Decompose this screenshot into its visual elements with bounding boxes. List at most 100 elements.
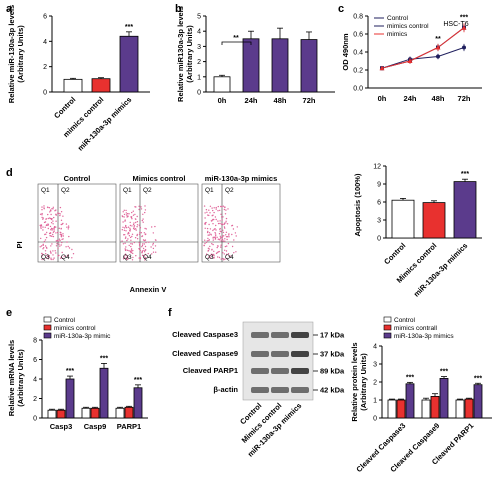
panel-f-ytick-label: 0 (373, 416, 377, 423)
flow-event-dot (129, 228, 131, 231)
flow-event-dot (203, 205, 206, 207)
flow-event-dot (220, 246, 222, 248)
panel-c-point (379, 65, 385, 71)
panel-e-legend-label: Control (54, 317, 76, 324)
flow-event-dot (45, 256, 48, 259)
flow-event-dot (142, 247, 145, 250)
flow-event-dot (225, 236, 228, 238)
panel-c-significance: ** (435, 36, 441, 43)
flow-quadrant-label: Q2 (61, 187, 70, 194)
flow-event-dot (138, 224, 141, 226)
panel-c-significance: *** (460, 15, 468, 22)
flow-event-dot (225, 250, 228, 252)
panel-label-e: e (6, 307, 12, 319)
flow-event-dot (220, 244, 222, 246)
panel-e-bar (47, 409, 57, 419)
flow-event-dot (62, 235, 64, 237)
flow-event-dot (59, 257, 62, 259)
flow-event-dot (214, 237, 217, 240)
flow-event-dot (48, 207, 51, 209)
flow-event-dot (131, 233, 134, 235)
panel-a-significance: *** (125, 24, 133, 31)
flow-event-dot (67, 225, 70, 227)
flow-event-dot (203, 244, 205, 247)
panel-label-f: f (168, 307, 172, 319)
panel-a-ytick-label: 2 (43, 64, 47, 71)
flow-event-dot (56, 231, 59, 234)
flow-event-dot (50, 258, 52, 261)
panel-e-ylabel-line: (Arbitrary Units) (16, 349, 25, 407)
flow-event-dot (58, 212, 60, 215)
flow-event-dot (224, 258, 226, 260)
flow-event-dot (134, 228, 137, 230)
flow-event-dot (144, 239, 146, 242)
flow-event-dot (219, 228, 221, 230)
flow-event-dot (220, 236, 222, 239)
flow-event-dot (48, 255, 50, 257)
panel-a-xtick-label: Control (52, 95, 77, 120)
flow-event-dot (145, 256, 147, 259)
flow-event-dot (217, 256, 219, 258)
flow-event-dot (228, 255, 230, 257)
flow-event-dot (51, 208, 53, 210)
flow-event-dot (143, 232, 146, 234)
flow-event-dot (226, 245, 228, 247)
flow-event-dot (71, 257, 73, 259)
panel-c-line (381, 47, 465, 69)
panel-d-bar (422, 202, 446, 239)
flow-event-dot (138, 242, 140, 244)
flow-event-dot (228, 234, 230, 236)
panel-f-legend-swatch (383, 324, 392, 331)
flow-event-dot (143, 251, 146, 253)
panel-f-significance: *** (406, 374, 414, 381)
flow-event-dot (224, 238, 226, 240)
flow-event-dot (221, 223, 223, 225)
flow-event-dot (212, 257, 214, 259)
blot-row-label: β-actin (213, 385, 238, 394)
flow-event-dot (217, 222, 220, 225)
flow-event-dot (50, 229, 52, 231)
flow-event-dot (209, 228, 212, 230)
flow-event-dot (133, 225, 136, 227)
blot-band (291, 332, 309, 338)
panel-f-ylabel: Relative protein levels (Arbitrary Units) (350, 342, 368, 421)
flow-event-dot (43, 207, 45, 209)
flow-event-dot (205, 241, 208, 244)
flow-event-dot (50, 227, 53, 230)
panel-d-ytick-label: 3 (377, 218, 381, 225)
flow-event-dot (140, 208, 143, 210)
flow-event-dot (208, 248, 210, 250)
flow-event-dot (212, 209, 214, 212)
flow-plot-title: Mimics control (133, 174, 186, 183)
flow-event-dot (216, 252, 218, 254)
flow-event-dot (42, 248, 44, 250)
panel-e-ytick-label: 2 (33, 396, 37, 403)
flow-event-dot (50, 235, 52, 237)
flow-event-dot (129, 236, 132, 239)
flow-quadrant-label: Q3 (205, 254, 214, 261)
panel-label-d: d (6, 167, 13, 179)
flow-event-dot (43, 247, 45, 249)
flow-event-dot (138, 245, 141, 247)
panel-c-ytick-label: 0.6 (353, 32, 363, 39)
flow-event-dot (220, 213, 222, 215)
flow-event-dot (204, 242, 206, 245)
panel-e-ytick-label: 6 (33, 357, 37, 364)
panel-e-bar (99, 367, 109, 419)
flow-quadrant-label: Q3 (41, 254, 50, 261)
flow-event-dot (207, 214, 209, 216)
blot-band (271, 351, 289, 357)
flow-event-dot (40, 245, 43, 247)
panel-e-ytick-label: 8 (33, 338, 37, 345)
panel-f-ylabel-line: Relative protein levels (350, 342, 359, 421)
blot-row-label: Cleaved Caspase3 (172, 330, 238, 339)
flow-event-dot (223, 259, 225, 261)
flow-event-dot (213, 218, 215, 221)
flow-event-dot (208, 234, 210, 236)
flow-event-dot (222, 252, 224, 254)
flow-event-dot (221, 236, 223, 239)
flow-event-dot (214, 216, 217, 218)
flow-event-dot (47, 223, 49, 225)
flow-event-dot (219, 238, 221, 240)
panel-b-ylabel: Relative miR130a-3p levels (Arbitrary Uni… (176, 6, 194, 102)
